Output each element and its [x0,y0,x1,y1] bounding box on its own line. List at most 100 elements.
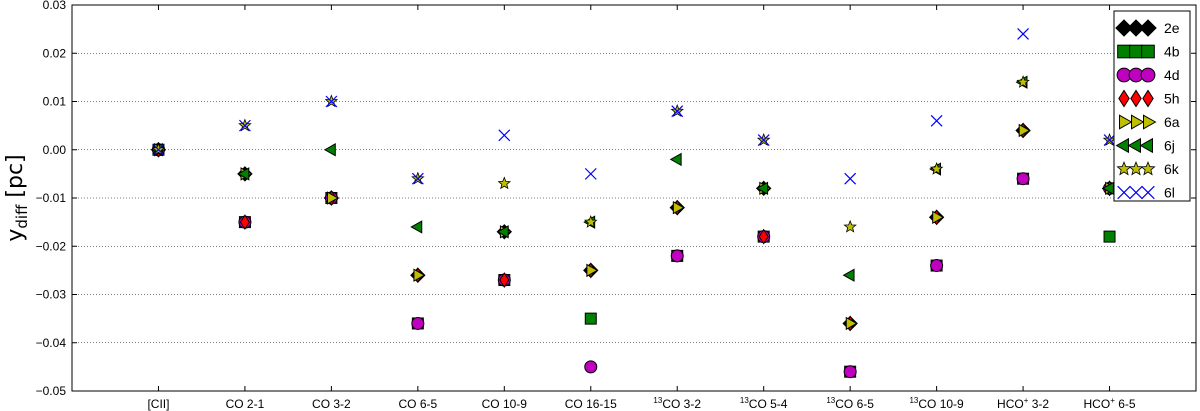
data-point-6l [844,172,857,185]
legend-marker-6a [1143,114,1157,130]
data-point-4d [1016,172,1030,186]
grid [72,52,1196,344]
data-point-6k [843,219,857,233]
data-point-6j [323,143,336,157]
data-point-6l [498,129,511,142]
data-point-6a [1018,123,1031,138]
data-point-6a [672,200,685,215]
legend-marker-6j [1139,137,1153,154]
legend-marker-6l [1141,185,1155,200]
data-point-6a [932,210,945,225]
data-point-4b [1103,230,1116,243]
legend-marker-6a [1131,114,1145,130]
legend-label-6l: 6l [1164,185,1175,201]
legend-marker-5h [1118,89,1130,108]
x-tick-label: 13CO 10-9 [909,396,964,411]
y-tick-label: −0.02 [36,239,67,253]
data-point-6l [1103,134,1116,147]
legend-marker-6l [1129,185,1143,200]
x-tick-label: CO 2-1 [226,397,265,411]
data-point-4d [843,365,857,379]
legend-marker-6k [1140,161,1156,176]
y-tick-label: −0.04 [36,336,67,350]
data-point-6a [413,268,426,282]
x-tick-label: HCO+ 6-5 [1084,396,1136,411]
legend-marker-4b [1141,44,1155,59]
data-point-6k [497,176,512,190]
data-point-6k [584,215,598,228]
x-tick-label: CO 10-9 [482,397,528,411]
y-tick-label: 0.01 [43,95,67,109]
y-tick-label: −0.05 [36,384,67,398]
data-point-4d [411,316,425,330]
data-point-6j [496,225,509,239]
legend-marker-4d [1140,67,1156,83]
data-point-6l [584,167,597,180]
legend-label-6j: 6j [1164,138,1175,154]
y-tick-label: −0.01 [36,191,67,205]
legend-marker-4b [1129,44,1143,59]
y-axis-title-unit: [pc] [3,154,28,204]
legend-marker-2e [1139,19,1157,37]
legend-label-6a: 6a [1164,114,1180,130]
data-point-4b [584,312,597,325]
x-tick-label: CO 16-15 [565,397,617,411]
data-point-6a [326,191,339,205]
legend-marker-2e [1115,19,1133,37]
data-point-4d [670,249,684,263]
data-point-6l [238,119,251,132]
data-point-6j [669,152,682,167]
legend-label-4b: 4b [1164,44,1180,60]
data-point-4d [930,259,944,273]
data-point-6l [152,143,165,156]
y-axis-title-main: y [3,229,28,242]
y-tick-label: −0.03 [36,288,67,302]
data-point-6l [671,105,684,118]
legend-marker-5h [1130,89,1142,108]
x-tick-label: 13CO 3-2 [653,396,701,411]
data-point-6a [845,316,858,331]
data-point-5h [239,214,251,231]
legend-marker-2e [1127,19,1145,37]
y-axis-title: ydiff [pc] [3,154,31,241]
legend-label-5h: 5h [1164,91,1180,107]
data-point-6k [1016,75,1030,88]
x-tick-label: [CII] [147,397,169,411]
data-point-6j [756,181,769,196]
data-point-6k [929,161,944,175]
data-point-6j [410,220,423,234]
legend-label-4d: 4d [1164,67,1180,83]
data-point-6l [325,95,338,108]
legend-marker-4b [1117,44,1131,59]
data-point-6a [586,263,599,278]
data-point-4d [584,360,598,374]
data-point-5h [499,272,510,288]
y-axis-title-subscript: diff [13,204,31,229]
y-tick-label: 0.00 [43,143,67,157]
data-point-6j [237,167,250,181]
data-point-6l [757,134,770,147]
x-tick-label: CO 6-5 [399,397,438,411]
x-tick-label: CO 3-2 [312,397,351,411]
y-axis-title-unit-text: [pc] [3,154,28,197]
data-point-6j [842,268,855,282]
data-point-6j [1102,181,1114,196]
data-point-5h [758,228,769,245]
data-point-6l [1017,28,1030,40]
legend: 2e 4b 4d 5h 6a 6j 6k 6l [1113,10,1191,202]
y-tick-label: 0.02 [43,46,67,60]
x-tick-label: 13CO 6-5 [826,396,874,411]
legend-label-6k: 6k [1164,161,1180,177]
y-tick-label: 0.03 [43,0,67,12]
legend-marker-6a [1119,114,1133,130]
axes-ticks: 0.03 0.02 0.01 0.00 −0.01 −0.02 −0.03 −0.04 −0.0… [36,0,1196,411]
legend-marker-5h [1142,89,1154,108]
data-point-6l [930,114,943,127]
x-tick-label: 13CO 5-4 [740,396,788,411]
x-tick-label: HCO+ 3-2 [997,396,1049,411]
legend-label-2e: 2e [1164,20,1180,36]
data-point-6l [411,172,424,185]
legend-marker-6l [1117,185,1131,200]
data-markers [150,28,1118,379]
